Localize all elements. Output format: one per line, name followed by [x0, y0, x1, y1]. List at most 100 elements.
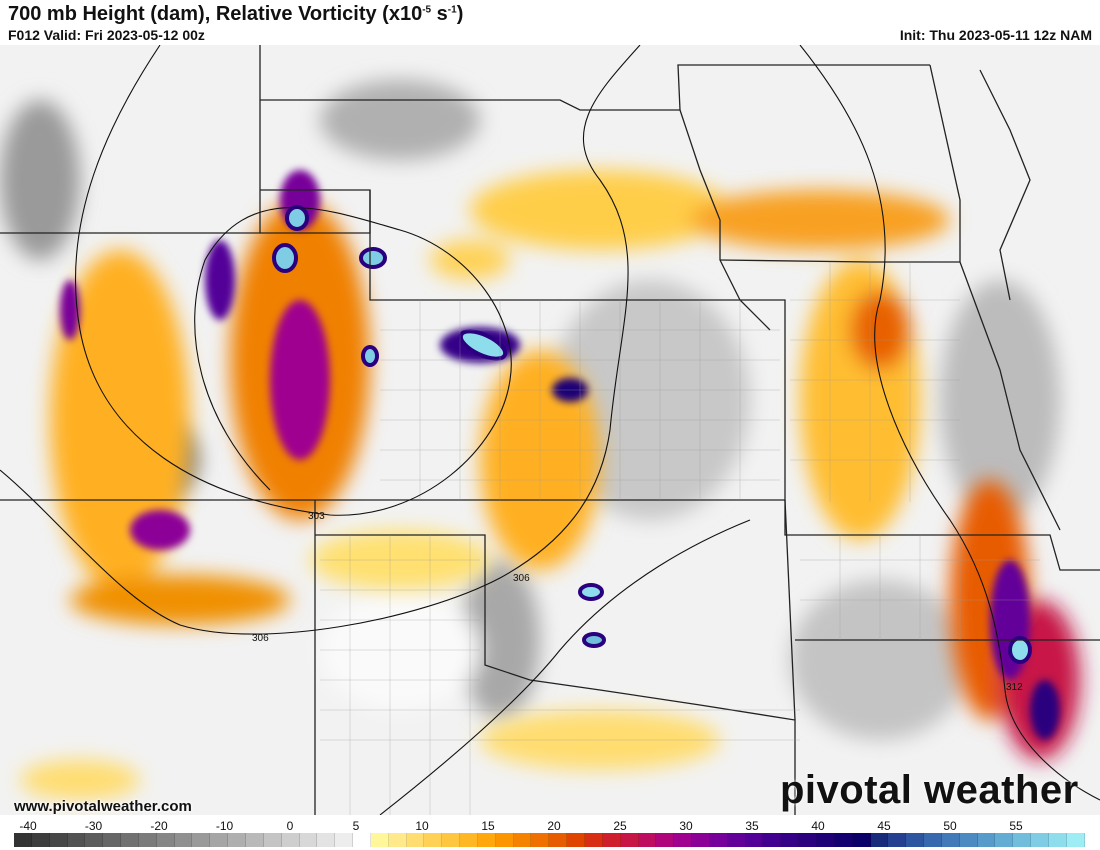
title-close: )	[456, 3, 464, 25]
colorbar-swatch	[924, 833, 942, 847]
colorbar-swatch	[995, 833, 1014, 847]
colorbar-tick-label: 0	[286, 819, 294, 833]
colorbar-swatch	[495, 833, 514, 847]
colorbar-swatch	[692, 833, 710, 847]
map-title: 700 mb Height (dam), Relative Vorticity …	[8, 3, 463, 26]
colorbar-swatch	[156, 833, 175, 847]
vorticity-field: 303 306 306 312	[0, 44, 1100, 816]
colorbar-swatch	[14, 833, 32, 847]
colorbar-swatch	[228, 833, 246, 847]
colorbar-swatch	[210, 833, 229, 847]
contour-label: 306	[252, 633, 269, 644]
colorbar-swatch	[959, 833, 978, 847]
colorbar-swatches	[14, 833, 1085, 847]
state-borders	[0, 45, 1100, 815]
contour-label: 303	[308, 511, 325, 522]
colorbar-swatch	[1048, 833, 1067, 847]
colorbar-swatch	[674, 833, 693, 847]
colorbar-swatch	[263, 833, 282, 847]
header: 700 mb Height (dam), Relative Vorticity …	[0, 0, 1100, 45]
title-unit: s	[431, 3, 448, 25]
colorbar-tick-label: -20	[150, 819, 168, 833]
colorbar-swatch	[281, 833, 300, 847]
title-exponent: -5	[422, 4, 432, 16]
colorbar-tick-label: 50	[943, 819, 957, 833]
colorbar-tick-label: -10	[215, 819, 234, 833]
weather-map[interactable]: 303 306 306 312	[0, 44, 1100, 816]
colorbar-swatch	[620, 833, 639, 847]
colorbar-swatch	[317, 833, 336, 847]
colorbar-swatch	[370, 833, 389, 847]
colorbar-swatch	[121, 833, 139, 847]
colorbar-tick-label: 40	[811, 819, 825, 833]
colorbar-tick-label: 45	[877, 819, 891, 833]
colorbar-swatch	[49, 833, 68, 847]
colorbar-swatch	[638, 833, 657, 847]
colorbar-swatch	[67, 833, 86, 847]
colorbar-swatch	[799, 833, 817, 847]
colorbar-swatch	[852, 833, 871, 847]
colorbar-swatch	[335, 833, 354, 847]
colorbar-swatch	[299, 833, 318, 847]
colorbar-tick-label: -30	[84, 819, 103, 833]
colorbar-swatch	[656, 833, 675, 847]
colorbar-swatch	[192, 833, 211, 847]
height-contour-labels: 303 306 306 312	[252, 511, 1023, 693]
county-borders	[320, 262, 1040, 815]
colorbar-swatch	[888, 833, 907, 847]
colorbar-tick-label: 20	[547, 819, 561, 833]
colorbar-swatch	[138, 833, 157, 847]
colorbar-swatch	[1013, 833, 1032, 847]
colorbar-swatch	[424, 833, 443, 847]
colorbar-swatch	[816, 833, 835, 847]
title-unit-exponent: -1	[447, 4, 457, 16]
colorbar-swatch	[406, 833, 425, 847]
colorbar-swatch	[834, 833, 853, 847]
colorbar-tick-label: 15	[481, 819, 495, 833]
colorbar-swatch	[103, 833, 122, 847]
colorbar-swatch	[763, 833, 782, 847]
colorbar-swatch	[31, 833, 50, 847]
valid-time: F012 Valid: Fri 2023-05-12 00z	[8, 27, 205, 43]
colorbar-swatch	[353, 833, 371, 847]
colorbar-swatch	[602, 833, 621, 847]
colorbar-swatch	[245, 833, 264, 847]
colorbar-tick-label: -40	[19, 819, 37, 833]
colorbar-swatch	[745, 833, 764, 847]
colorbar-tick-label: 25	[613, 819, 627, 833]
colorbar-tick-label: 55	[1009, 819, 1023, 833]
colorbar-swatch	[549, 833, 568, 847]
colorbar-swatch	[906, 833, 925, 847]
contour-label: 306	[513, 573, 530, 584]
contour-label: 312	[1006, 682, 1023, 693]
colorbar-swatch	[513, 833, 532, 847]
website-watermark: www.pivotalweather.com	[14, 798, 192, 815]
colorbar-tick-label: 35	[745, 819, 759, 833]
colorbar-swatch	[585, 833, 603, 847]
colorbar-swatch	[85, 833, 104, 847]
colorbar-tick-label: 5	[352, 819, 360, 833]
colorbar-swatch	[781, 833, 800, 847]
colorbar-swatch	[709, 833, 728, 847]
colorbar-swatch	[870, 833, 889, 847]
colorbar-swatch	[977, 833, 996, 847]
colorbar-tick-label: 30	[679, 819, 693, 833]
colorbar-swatch	[442, 833, 461, 847]
vorticity-cores	[272, 205, 1032, 664]
height-contours	[0, 44, 1100, 816]
colorbar-swatch	[1031, 833, 1049, 847]
title-text: 700 mb Height (dam), Relative Vorticity …	[8, 3, 423, 25]
colorbar-swatch	[460, 833, 478, 847]
colorbar-swatch	[567, 833, 585, 847]
pivotal-weather-logo: pivotal weather	[780, 768, 1079, 812]
positive-vorticity-areas	[20, 170, 1080, 800]
colorbar-tick-label: 10	[415, 819, 429, 833]
colorbar-swatch	[531, 833, 550, 847]
colorbar-swatch	[1066, 833, 1085, 847]
colorbar-swatch	[477, 833, 496, 847]
colorbar-swatch	[727, 833, 746, 847]
colorbar-swatch	[174, 833, 193, 847]
init-time: Init: Thu 2023-05-11 12z NAM	[899, 27, 1092, 43]
colorbar-swatch	[388, 833, 407, 847]
colorbar-swatch	[941, 833, 960, 847]
